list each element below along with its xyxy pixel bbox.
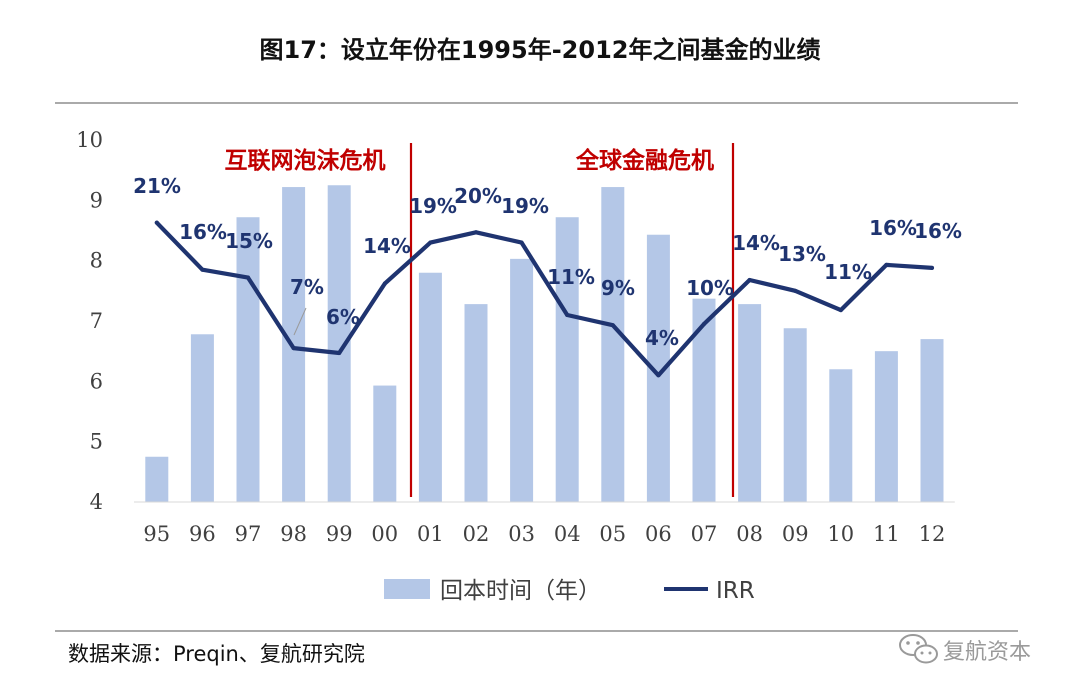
irr-label-07: 10%	[686, 276, 734, 300]
irr-point-97	[246, 275, 250, 280]
bar-95	[145, 456, 169, 502]
x-tick-label: 95	[143, 522, 170, 546]
x-tick-label: 08	[736, 522, 763, 546]
legend-line-label: IRR	[716, 578, 755, 604]
irr-label-12: 16%	[914, 219, 962, 243]
x-tick-label: 12	[919, 522, 946, 546]
bar-03	[510, 258, 534, 502]
bar-02	[464, 304, 488, 502]
crisis-annotations: 互联网泡沫危机 全球金融危机	[225, 143, 735, 497]
irr-point-02	[474, 230, 478, 235]
y-tick-label: 8	[90, 249, 103, 273]
x-tick-label: 03	[508, 522, 535, 546]
irr-point-00	[382, 281, 387, 286]
irr-point-96	[200, 267, 205, 272]
irr-point-99	[337, 350, 342, 355]
crisis-label: 全球金融危机	[575, 147, 714, 174]
bar-10	[829, 369, 853, 502]
x-tick-label: 04	[554, 522, 581, 546]
irr-point-95	[154, 220, 159, 225]
x-tick-label: 07	[691, 522, 718, 546]
irr-label-11: 16%	[869, 216, 917, 240]
irr-label-96: 16%	[179, 220, 227, 244]
legend-bar-label: 回本时间（年）	[440, 578, 601, 604]
irr-label-08: 14%	[732, 231, 780, 255]
y-tick-label: 10	[76, 128, 103, 152]
watermark: 复航资本	[899, 634, 1031, 665]
wechat-icon	[899, 634, 938, 664]
irr-label-02: 20%	[454, 184, 502, 208]
x-tick-label: 10	[827, 522, 854, 546]
legend: 回本时间（年） IRR	[384, 578, 755, 604]
legend-bar-swatch	[384, 579, 430, 599]
bar-01	[418, 272, 442, 502]
irr-point-08	[747, 277, 752, 282]
irr-label-09: 13%	[778, 242, 826, 266]
x-tick-label: 98	[280, 522, 307, 546]
bar-96	[190, 334, 214, 502]
x-tick-label: 97	[235, 522, 262, 546]
y-tick-label: 6	[90, 369, 103, 393]
x-tick-label: 00	[371, 522, 398, 546]
bar-05	[601, 187, 625, 502]
irr-data-labels: 21%16%15%7%6%14%19%20% 19%11% 9%4%10%14%13…	[133, 174, 962, 350]
bar-08	[738, 304, 762, 502]
irr-label-04: 11%	[547, 265, 595, 289]
label-leader-line	[293, 307, 307, 336]
irr-point-03	[519, 240, 524, 245]
bar-09	[783, 328, 807, 502]
y-tick-label: 9	[90, 188, 103, 212]
bar-11	[874, 351, 898, 502]
irr-point-09	[793, 288, 798, 293]
irr-point-04	[565, 312, 570, 317]
x-tick-label: 09	[782, 522, 809, 546]
x-tick-label: 05	[599, 522, 626, 546]
y-axis: 4 5 6 7 8 9 10	[76, 128, 103, 514]
bar-97	[236, 217, 260, 502]
irr-point-06	[656, 373, 661, 378]
crisis-label: 互联网泡沫危机	[225, 147, 386, 174]
bar-00	[373, 385, 397, 502]
x-tick-label: 99	[326, 522, 353, 546]
irr-point-11	[884, 262, 889, 267]
irr-point-01	[428, 240, 433, 245]
x-tick-label: 01	[417, 522, 444, 546]
source-note: 数据来源：Preqin、复航研究院	[68, 642, 365, 666]
irr-label-97: 15%	[225, 229, 273, 253]
irr-series	[154, 220, 935, 378]
y-tick-label: 5	[90, 430, 103, 454]
irr-point-10	[838, 308, 843, 313]
watermark-text: 复航资本	[943, 640, 1031, 665]
irr-label-00: 14%	[363, 234, 411, 258]
x-axis: 95 96 97 98 99 00 01 02 03 04 05 06 07 08 09 10 11 12	[134, 501, 955, 546]
irr-label-03: 19%	[501, 194, 549, 218]
y-tick-label: 7	[90, 309, 103, 333]
irr-point-98	[291, 346, 296, 351]
irr-label-05: 9%	[601, 276, 635, 300]
irr-label-10: 11%	[824, 260, 872, 284]
irr-label-95: 21%	[133, 174, 181, 198]
x-tick-label: 11	[873, 522, 900, 546]
irr-label-01: 19%	[409, 194, 457, 218]
y-tick-label: 4	[90, 490, 103, 514]
x-tick-label: 96	[189, 522, 216, 546]
irr-label-98: 7%	[290, 275, 324, 299]
chart-title: 图17：设立年份在1995年-2012年之间基金的业绩	[260, 36, 821, 64]
irr-point-12	[930, 265, 934, 270]
bar-12	[920, 339, 944, 502]
bar-99	[327, 185, 351, 502]
irr-point-07	[702, 322, 706, 327]
irr-point-05	[610, 323, 615, 328]
bar-04	[555, 217, 579, 502]
irr-label-06: 4%	[645, 326, 679, 350]
irr-label-99: 6%	[326, 305, 360, 329]
x-tick-label: 06	[645, 522, 672, 546]
x-tick-label: 02	[463, 522, 490, 546]
bar-07	[692, 298, 716, 502]
bar-06	[646, 234, 670, 502]
irr-line	[154, 220, 935, 378]
